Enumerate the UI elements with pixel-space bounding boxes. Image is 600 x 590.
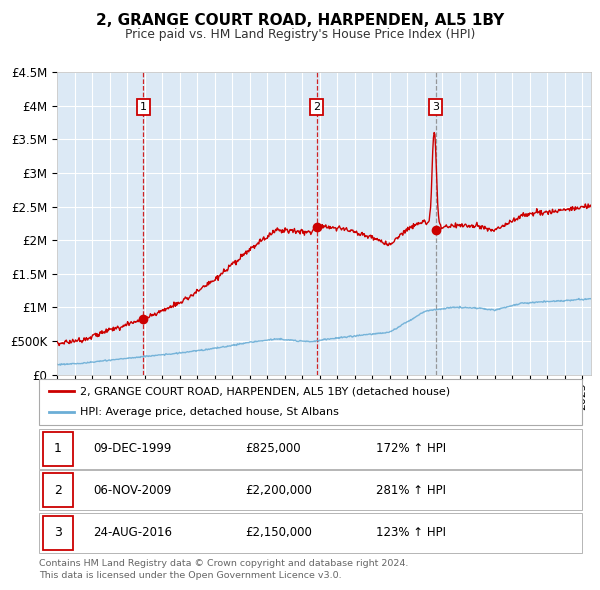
Text: 24-AUG-2016: 24-AUG-2016 — [94, 526, 172, 539]
Text: 3: 3 — [54, 526, 62, 539]
Text: 281% ↑ HPI: 281% ↑ HPI — [376, 484, 446, 497]
Text: £2,150,000: £2,150,000 — [245, 526, 312, 539]
FancyBboxPatch shape — [43, 473, 73, 507]
Text: 1: 1 — [54, 442, 62, 455]
Text: 172% ↑ HPI: 172% ↑ HPI — [376, 442, 446, 455]
Text: 2, GRANGE COURT ROAD, HARPENDEN, AL5 1BY: 2, GRANGE COURT ROAD, HARPENDEN, AL5 1BY — [96, 13, 504, 28]
Text: £2,200,000: £2,200,000 — [245, 484, 312, 497]
Text: 123% ↑ HPI: 123% ↑ HPI — [376, 526, 446, 539]
Text: 2: 2 — [313, 102, 320, 112]
FancyBboxPatch shape — [39, 470, 582, 510]
FancyBboxPatch shape — [39, 379, 582, 425]
Text: 09-DEC-1999: 09-DEC-1999 — [94, 442, 172, 455]
Text: £825,000: £825,000 — [245, 442, 301, 455]
Text: This data is licensed under the Open Government Licence v3.0.: This data is licensed under the Open Gov… — [39, 571, 341, 579]
Text: 1: 1 — [140, 102, 147, 112]
Text: HPI: Average price, detached house, St Albans: HPI: Average price, detached house, St A… — [80, 407, 338, 417]
Text: Price paid vs. HM Land Registry's House Price Index (HPI): Price paid vs. HM Land Registry's House … — [125, 28, 475, 41]
Text: 06-NOV-2009: 06-NOV-2009 — [94, 484, 172, 497]
Text: Contains HM Land Registry data © Crown copyright and database right 2024.: Contains HM Land Registry data © Crown c… — [39, 559, 409, 568]
FancyBboxPatch shape — [39, 429, 582, 469]
FancyBboxPatch shape — [43, 516, 73, 550]
FancyBboxPatch shape — [43, 432, 73, 466]
Text: 3: 3 — [433, 102, 439, 112]
Text: 2: 2 — [54, 484, 62, 497]
FancyBboxPatch shape — [39, 513, 582, 553]
Text: 2, GRANGE COURT ROAD, HARPENDEN, AL5 1BY (detached house): 2, GRANGE COURT ROAD, HARPENDEN, AL5 1BY… — [80, 386, 450, 396]
